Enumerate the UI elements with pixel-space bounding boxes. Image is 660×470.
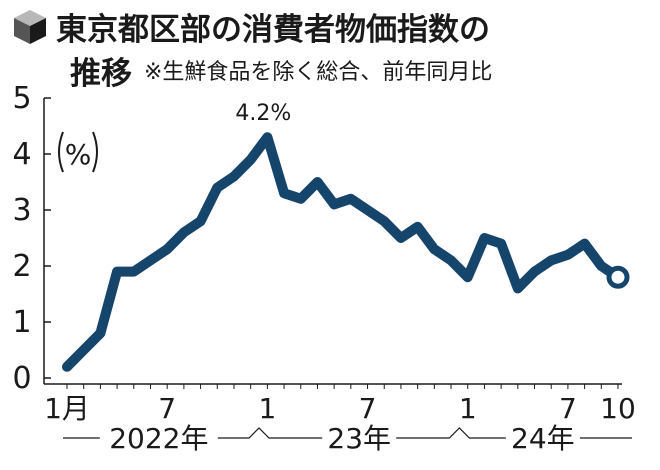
year-label: 2022年 xyxy=(109,422,208,455)
x-tick-label: 7 xyxy=(158,392,176,425)
y-tick-label: 4 xyxy=(12,137,31,172)
chart-title-continued: 推移 xyxy=(70,55,132,92)
x-tick-label: 1 xyxy=(459,392,477,425)
cube-icon xyxy=(14,10,46,44)
chart-subtitle: ※生鮮食品を除く総合、前年同月比 xyxy=(144,60,493,85)
year-label-bg xyxy=(505,424,580,452)
x-tick-label: 1月 xyxy=(44,392,90,425)
annotation-layer: 4.2% xyxy=(235,101,291,126)
series-line xyxy=(62,132,623,372)
y-tick-label: 0 xyxy=(12,361,31,396)
y-tick-label: 2 xyxy=(12,249,31,284)
chart-title: 東京都区部の消費者物価指数の xyxy=(56,11,490,48)
y-tick-label: 3 xyxy=(12,193,31,228)
x-tick-label: 7 xyxy=(359,392,377,425)
peak-annotation: 4.2% xyxy=(235,101,291,126)
series-layer xyxy=(62,132,630,372)
x-tick-label: 1 xyxy=(258,392,276,425)
x-tick-label: 10 xyxy=(600,392,636,425)
y-tick-label: 5 xyxy=(12,81,31,116)
year-label: 23年 xyxy=(327,422,391,455)
x-tick-label: 7 xyxy=(559,392,577,425)
y-axis: 0 1 2 3 4 5% xyxy=(12,81,98,396)
x-axis: 1月 7 1 7 1 7 10 2022年 23年 24年 xyxy=(44,383,636,455)
y-tick-label: 1 xyxy=(12,305,31,340)
y-unit-label: % xyxy=(65,138,92,171)
title-line-2: 推移 ※生鮮食品を除く総合、前年同月比 xyxy=(70,50,493,92)
year-label-bg xyxy=(99,424,218,452)
year-label: 24年 xyxy=(511,422,575,455)
title-line-1: 東京都区部の消費者物価指数の xyxy=(8,4,490,48)
year-label-bg xyxy=(322,424,397,452)
unit-paren-right xyxy=(92,131,98,173)
unit-paren-left xyxy=(58,131,64,173)
last-point-marker xyxy=(606,265,630,289)
